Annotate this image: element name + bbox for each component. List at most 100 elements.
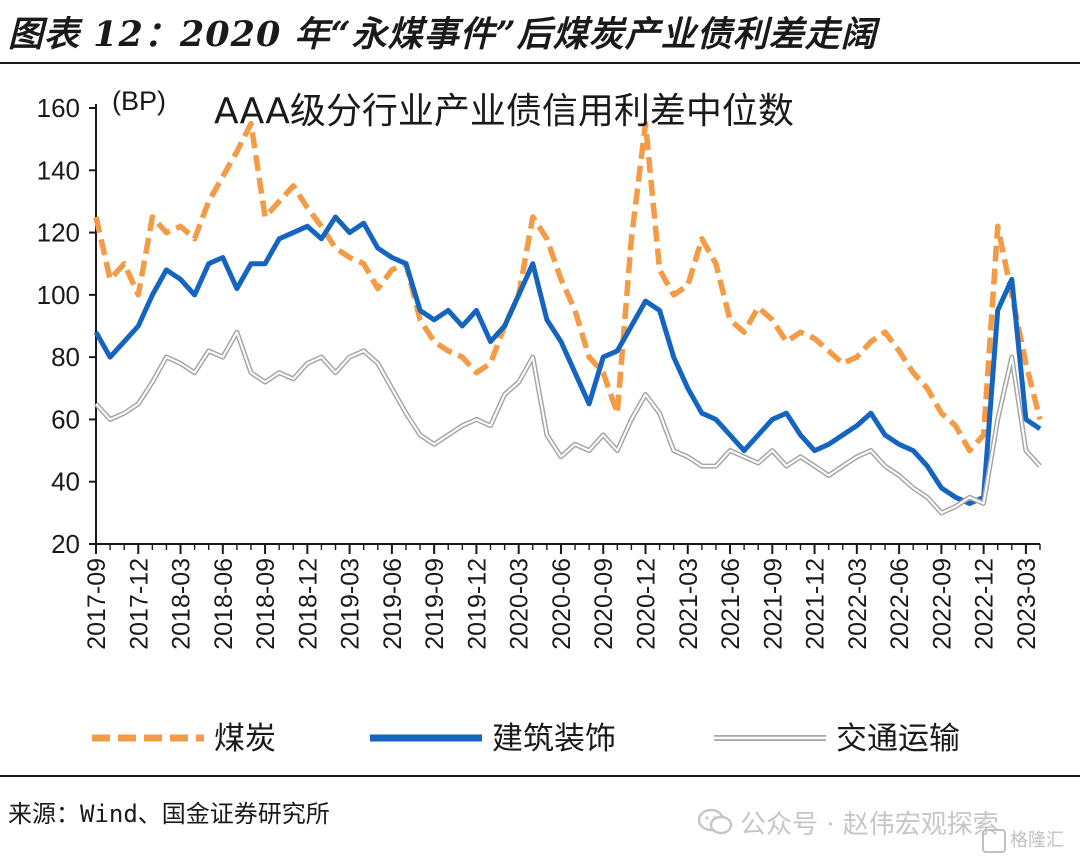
data-point [574,372,576,374]
data-point [222,356,224,358]
data-point [560,340,562,342]
data-point [503,325,505,327]
data-point [391,387,393,389]
legend-label: 建筑装饰 [492,721,616,757]
legend: 煤炭 建筑装饰 交通运输 [92,721,960,757]
data-point [546,238,548,240]
data-point [532,263,534,265]
data-point [179,362,181,364]
legend-item-3: 交通运输 [714,721,960,757]
data-point [518,381,520,383]
data-point [489,340,491,342]
data-point [546,319,548,321]
x-tick-label: 2019-06 [379,558,407,650]
x-tick-label: 2017-09 [83,558,111,650]
data-point [503,393,505,395]
data-point [264,381,266,383]
top-rule [0,62,1080,64]
x-tick-label: 2022-12 [971,558,999,650]
data-point [419,319,421,321]
x-tick-label: 2021-06 [717,558,745,650]
x-tick-label: 2018-06 [210,558,238,650]
series-1 [93,120,1043,454]
line-chart: 20 40 60 80 100 120 140 160 2017-09 2017-12 2018-0… [37,86,1043,757]
data-point [250,263,252,265]
y-tick-label: 60 [51,404,80,434]
data-point [997,418,999,420]
data-point [560,278,562,280]
data-point [447,434,449,436]
data-point [433,443,435,445]
data-point [236,150,238,152]
data-point [574,443,576,445]
data-point [715,263,717,265]
data-point [729,319,731,321]
data-point [954,505,956,507]
x-tick-label: 2020-09 [590,558,618,650]
data-point [926,387,928,389]
data-point [828,443,830,445]
watermark-logo: 格隆汇 [982,826,1072,856]
data-point [320,238,322,240]
data-point [348,356,350,358]
data-point [165,231,167,233]
data-point [419,309,421,311]
data-point [363,263,365,265]
legend-item-1: 煤炭 [92,721,276,757]
data-point [771,319,773,321]
data-point [109,356,111,358]
data-point [208,350,210,352]
x-tick-label: 2018-09 [252,558,280,650]
data-point [363,222,365,224]
data-point [475,309,477,311]
data-point [828,350,830,352]
data-point [292,231,294,233]
data-point [193,372,195,374]
data-point [729,434,731,436]
series-line [93,120,1043,454]
data-point [348,231,350,233]
data-point [842,465,844,467]
data-point [320,356,322,358]
data-point [799,456,801,458]
data-point [95,216,97,218]
data-point [151,381,153,383]
x-tick-label: 2018-03 [168,558,196,650]
data-point [208,200,210,202]
data-point [222,256,224,258]
x-tick-label: 2020-03 [506,558,534,650]
data-point [856,356,858,358]
data-point [884,434,886,436]
data-point [405,412,407,414]
data-point [701,238,703,240]
x-tick-label: 2021-03 [675,558,703,650]
data-point [673,449,675,451]
bottom-rule [0,775,1080,777]
data-point [799,331,801,333]
legend-item-2: 建筑装饰 [370,721,616,757]
data-point [968,496,970,498]
data-point [785,465,787,467]
data-point [757,306,759,308]
data-point [95,331,97,333]
wechat-icon [697,808,733,835]
data-point [813,449,815,451]
data-point [278,200,280,202]
data-point [292,378,294,380]
x-tick-label: 2018-12 [294,558,322,650]
data-point [363,350,365,352]
series-line [93,214,1042,506]
y-tick-label: 160 [37,93,80,123]
data-point [673,356,675,358]
y-tick-label: 120 [37,218,80,248]
data-point [1039,418,1041,420]
data-point [588,356,590,358]
data-point [940,487,942,489]
data-point [658,309,660,311]
data-point [644,393,646,395]
data-point [250,372,252,374]
x-tick-label: 2022-06 [886,558,914,650]
series-2 [93,214,1042,506]
data-point [926,465,928,467]
data-point [870,340,872,342]
